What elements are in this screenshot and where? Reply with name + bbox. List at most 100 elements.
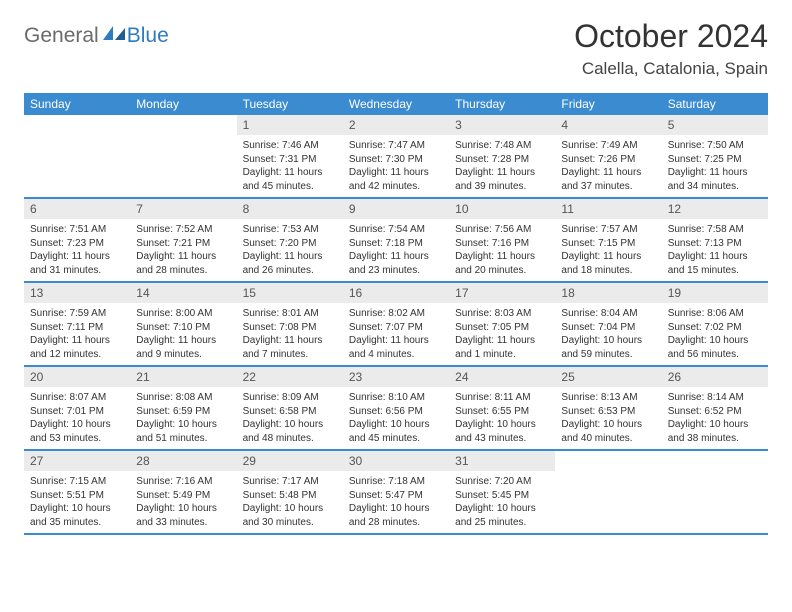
day-cell: 13Sunrise: 7:59 AMSunset: 7:11 PMDayligh… bbox=[24, 283, 130, 365]
day-body: Sunrise: 8:03 AMSunset: 7:05 PMDaylight:… bbox=[449, 303, 555, 365]
day-cell: 1Sunrise: 7:46 AMSunset: 7:31 PMDaylight… bbox=[237, 115, 343, 197]
sunrise-text: Sunrise: 7:47 AM bbox=[349, 139, 443, 153]
day-cell: 21Sunrise: 8:08 AMSunset: 6:59 PMDayligh… bbox=[130, 367, 236, 449]
daylight-text: Daylight: 11 hours and 4 minutes. bbox=[349, 334, 443, 361]
dayname: Monday bbox=[130, 93, 236, 115]
sunrise-text: Sunrise: 7:48 AM bbox=[455, 139, 549, 153]
daylight-text: Daylight: 11 hours and 45 minutes. bbox=[243, 166, 337, 193]
week-row: 13Sunrise: 7:59 AMSunset: 7:11 PMDayligh… bbox=[24, 283, 768, 367]
day-body: Sunrise: 7:17 AMSunset: 5:48 PMDaylight:… bbox=[237, 471, 343, 533]
day-number: 23 bbox=[343, 367, 449, 387]
sunrise-text: Sunrise: 8:13 AM bbox=[561, 391, 655, 405]
sunrise-text: Sunrise: 7:54 AM bbox=[349, 223, 443, 237]
day-number: 20 bbox=[24, 367, 130, 387]
day-body: Sunrise: 7:20 AMSunset: 5:45 PMDaylight:… bbox=[449, 471, 555, 533]
sunrise-text: Sunrise: 7:53 AM bbox=[243, 223, 337, 237]
day-number: 11 bbox=[555, 199, 661, 219]
sunset-text: Sunset: 7:05 PM bbox=[455, 321, 549, 335]
sunset-text: Sunset: 7:08 PM bbox=[243, 321, 337, 335]
day-body: Sunrise: 7:46 AMSunset: 7:31 PMDaylight:… bbox=[237, 135, 343, 197]
day-number: 10 bbox=[449, 199, 555, 219]
day-number: 28 bbox=[130, 451, 236, 471]
day-body: Sunrise: 8:11 AMSunset: 6:55 PMDaylight:… bbox=[449, 387, 555, 449]
day-body: Sunrise: 7:50 AMSunset: 7:25 PMDaylight:… bbox=[662, 135, 768, 197]
daylight-text: Daylight: 11 hours and 42 minutes. bbox=[349, 166, 443, 193]
sunrise-text: Sunrise: 7:18 AM bbox=[349, 475, 443, 489]
day-cell: 31Sunrise: 7:20 AMSunset: 5:45 PMDayligh… bbox=[449, 451, 555, 533]
sunrise-text: Sunrise: 8:03 AM bbox=[455, 307, 549, 321]
sunset-text: Sunset: 7:30 PM bbox=[349, 153, 443, 167]
day-cell: 7Sunrise: 7:52 AMSunset: 7:21 PMDaylight… bbox=[130, 199, 236, 281]
sunrise-text: Sunrise: 7:49 AM bbox=[561, 139, 655, 153]
sunset-text: Sunset: 7:07 PM bbox=[349, 321, 443, 335]
sunrise-text: Sunrise: 7:52 AM bbox=[136, 223, 230, 237]
day-number: 4 bbox=[555, 115, 661, 135]
sunrise-text: Sunrise: 8:06 AM bbox=[668, 307, 762, 321]
sunrise-text: Sunrise: 8:08 AM bbox=[136, 391, 230, 405]
day-body: Sunrise: 8:10 AMSunset: 6:56 PMDaylight:… bbox=[343, 387, 449, 449]
dayname: Thursday bbox=[449, 93, 555, 115]
daylight-text: Daylight: 11 hours and 34 minutes. bbox=[668, 166, 762, 193]
sunset-text: Sunset: 7:15 PM bbox=[561, 237, 655, 251]
sunset-text: Sunset: 7:21 PM bbox=[136, 237, 230, 251]
daylight-text: Daylight: 10 hours and 51 minutes. bbox=[136, 418, 230, 445]
daylight-text: Daylight: 10 hours and 35 minutes. bbox=[30, 502, 124, 529]
day-body: Sunrise: 8:07 AMSunset: 7:01 PMDaylight:… bbox=[24, 387, 130, 449]
daylight-text: Daylight: 10 hours and 25 minutes. bbox=[455, 502, 549, 529]
daylight-text: Daylight: 11 hours and 31 minutes. bbox=[30, 250, 124, 277]
sunrise-text: Sunrise: 7:57 AM bbox=[561, 223, 655, 237]
day-number: 24 bbox=[449, 367, 555, 387]
day-number: 25 bbox=[555, 367, 661, 387]
week-row: 6Sunrise: 7:51 AMSunset: 7:23 PMDaylight… bbox=[24, 199, 768, 283]
weeks-container: 1Sunrise: 7:46 AMSunset: 7:31 PMDaylight… bbox=[24, 115, 768, 535]
location-subtitle: Calella, Catalonia, Spain bbox=[574, 59, 768, 79]
day-cell: 27Sunrise: 7:15 AMSunset: 5:51 PMDayligh… bbox=[24, 451, 130, 533]
week-row: 20Sunrise: 8:07 AMSunset: 7:01 PMDayligh… bbox=[24, 367, 768, 451]
sunset-text: Sunset: 7:01 PM bbox=[30, 405, 124, 419]
sunset-text: Sunset: 5:51 PM bbox=[30, 489, 124, 503]
sunrise-text: Sunrise: 8:09 AM bbox=[243, 391, 337, 405]
day-number: 22 bbox=[237, 367, 343, 387]
sunrise-text: Sunrise: 7:51 AM bbox=[30, 223, 124, 237]
dayname: Tuesday bbox=[237, 93, 343, 115]
daylight-text: Daylight: 11 hours and 26 minutes. bbox=[243, 250, 337, 277]
day-number: 5 bbox=[662, 115, 768, 135]
sunset-text: Sunset: 5:45 PM bbox=[455, 489, 549, 503]
day-cell: 28Sunrise: 7:16 AMSunset: 5:49 PMDayligh… bbox=[130, 451, 236, 533]
day-cell: 11Sunrise: 7:57 AMSunset: 7:15 PMDayligh… bbox=[555, 199, 661, 281]
title-block: October 2024 Calella, Catalonia, Spain bbox=[574, 18, 768, 79]
daylight-text: Daylight: 10 hours and 56 minutes. bbox=[668, 334, 762, 361]
sunset-text: Sunset: 7:26 PM bbox=[561, 153, 655, 167]
sunset-text: Sunset: 7:20 PM bbox=[243, 237, 337, 251]
page-title: October 2024 bbox=[574, 18, 768, 55]
sunrise-text: Sunrise: 8:02 AM bbox=[349, 307, 443, 321]
daylight-text: Daylight: 10 hours and 28 minutes. bbox=[349, 502, 443, 529]
day-cell: 22Sunrise: 8:09 AMSunset: 6:58 PMDayligh… bbox=[237, 367, 343, 449]
day-cell: 29Sunrise: 7:17 AMSunset: 5:48 PMDayligh… bbox=[237, 451, 343, 533]
daylight-text: Daylight: 11 hours and 7 minutes. bbox=[243, 334, 337, 361]
day-body: Sunrise: 7:47 AMSunset: 7:30 PMDaylight:… bbox=[343, 135, 449, 197]
day-number: 21 bbox=[130, 367, 236, 387]
day-body: Sunrise: 7:52 AMSunset: 7:21 PMDaylight:… bbox=[130, 219, 236, 281]
day-cell: 20Sunrise: 8:07 AMSunset: 7:01 PMDayligh… bbox=[24, 367, 130, 449]
sunrise-text: Sunrise: 8:04 AM bbox=[561, 307, 655, 321]
daylight-text: Daylight: 11 hours and 28 minutes. bbox=[136, 250, 230, 277]
day-body: Sunrise: 8:04 AMSunset: 7:04 PMDaylight:… bbox=[555, 303, 661, 365]
day-cell: 19Sunrise: 8:06 AMSunset: 7:02 PMDayligh… bbox=[662, 283, 768, 365]
sunrise-text: Sunrise: 7:15 AM bbox=[30, 475, 124, 489]
sunset-text: Sunset: 7:13 PM bbox=[668, 237, 762, 251]
day-number: 16 bbox=[343, 283, 449, 303]
logo: General Blue bbox=[24, 18, 169, 48]
day-cell: 12Sunrise: 7:58 AMSunset: 7:13 PMDayligh… bbox=[662, 199, 768, 281]
day-body: Sunrise: 7:54 AMSunset: 7:18 PMDaylight:… bbox=[343, 219, 449, 281]
sunset-text: Sunset: 7:16 PM bbox=[455, 237, 549, 251]
day-cell: 14Sunrise: 8:00 AMSunset: 7:10 PMDayligh… bbox=[130, 283, 236, 365]
day-cell: 8Sunrise: 7:53 AMSunset: 7:20 PMDaylight… bbox=[237, 199, 343, 281]
day-body: Sunrise: 8:01 AMSunset: 7:08 PMDaylight:… bbox=[237, 303, 343, 365]
sunset-text: Sunset: 5:49 PM bbox=[136, 489, 230, 503]
day-body: Sunrise: 7:49 AMSunset: 7:26 PMDaylight:… bbox=[555, 135, 661, 197]
day-body: Sunrise: 7:51 AMSunset: 7:23 PMDaylight:… bbox=[24, 219, 130, 281]
day-body: Sunrise: 7:16 AMSunset: 5:49 PMDaylight:… bbox=[130, 471, 236, 533]
dayname: Friday bbox=[555, 93, 661, 115]
day-cell: 10Sunrise: 7:56 AMSunset: 7:16 PMDayligh… bbox=[449, 199, 555, 281]
